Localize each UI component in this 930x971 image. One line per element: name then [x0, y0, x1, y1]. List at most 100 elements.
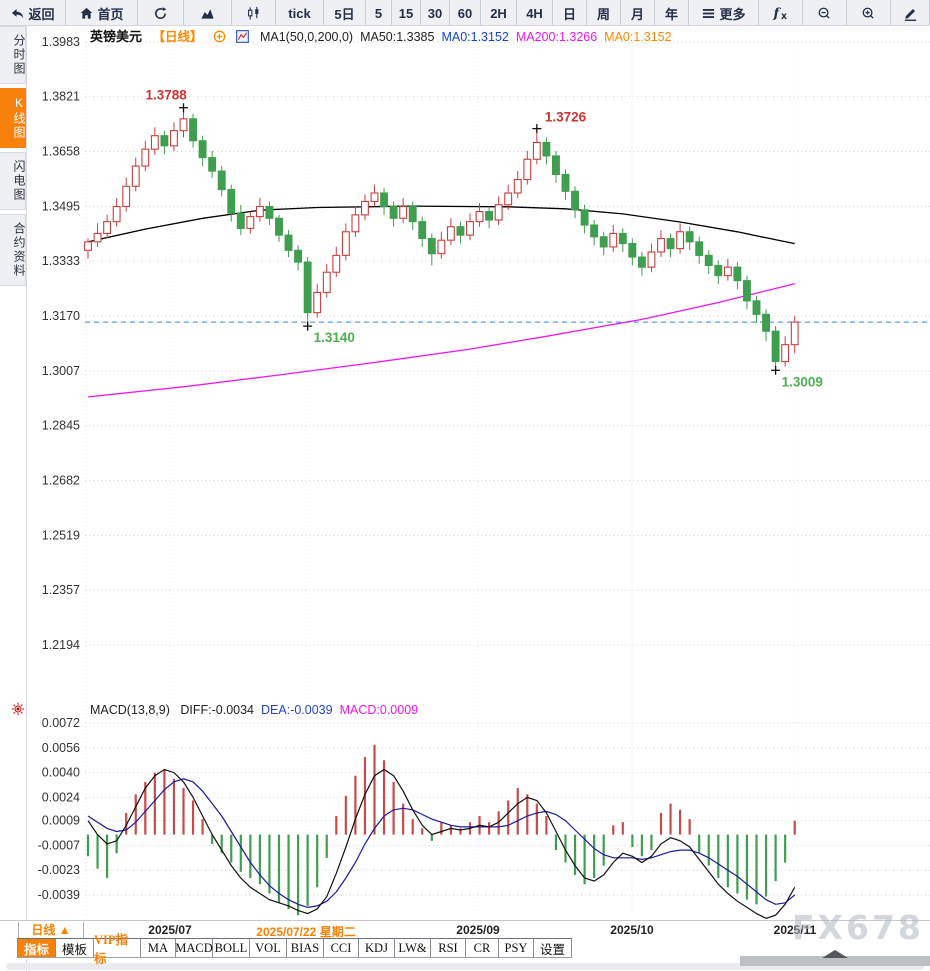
mini-chart-icon[interactable]	[236, 30, 250, 43]
toolbar-zoom-in-button[interactable]	[847, 0, 891, 25]
sidebar-item-3[interactable]: 合约资料	[0, 214, 26, 286]
macd-value-label: DIFF:-0.0034	[180, 703, 255, 717]
indicator-vip指标-button[interactable]: VIP指标	[94, 933, 141, 966]
toolbar-area-chart-button[interactable]	[184, 0, 232, 25]
horizontal-scrollbar-track[interactable]	[6, 963, 924, 970]
toolbar-tick-button[interactable]: tick	[276, 0, 324, 25]
toolbar-candlestick-button[interactable]	[232, 0, 276, 25]
svg-text:f: f	[772, 6, 781, 20]
area-chart-icon	[200, 6, 215, 21]
toolbar-week-button[interactable]: 周	[587, 0, 621, 25]
ma-label: MA0:1.3152	[441, 30, 509, 44]
indicator-settings-sun-icon[interactable]	[9, 700, 27, 718]
svg-text:1.2519: 1.2519	[42, 528, 80, 542]
svg-text:0.0009: 0.0009	[42, 814, 80, 828]
toolbar-min15-button[interactable]: 15	[392, 0, 421, 25]
toolbar-label: 周	[596, 6, 610, 22]
svg-text:-0.0023: -0.0023	[38, 863, 80, 877]
ma-label: MA50:1.3385	[360, 30, 435, 44]
toolbar-back-button[interactable]: 返回	[0, 0, 66, 25]
indicator-设置-button[interactable]: 设置	[534, 939, 572, 957]
toolbar-min30-button[interactable]: 30	[421, 0, 450, 25]
indicator-cr-button[interactable]: CR	[466, 939, 499, 957]
indicator-rsi-button[interactable]: RSI	[431, 939, 466, 957]
toolbar-label: 4H	[526, 5, 543, 21]
indicator-vol-button[interactable]: VOL	[250, 939, 287, 957]
ma-label: MA1(50,0,200,0)	[259, 30, 354, 44]
svg-text:0.0056: 0.0056	[42, 741, 80, 755]
period-tag: 【日线】	[152, 30, 203, 44]
refresh-icon	[153, 6, 168, 21]
svg-text:1.2194: 1.2194	[42, 638, 80, 652]
toolbar-label: tick	[288, 5, 311, 21]
add-overlay-icon[interactable]	[213, 30, 226, 43]
price-chart-header: 英镑美元 【日线】 MA1(50,0,200,0) MA50:1.3385 MA0:…	[90, 26, 686, 45]
toolbar-5d-button[interactable]: 5日	[324, 0, 366, 25]
expand-arrow-icon[interactable]	[822, 950, 848, 958]
svg-text:1.3658: 1.3658	[42, 145, 80, 159]
indicator-boll-button[interactable]: BOLL	[213, 939, 250, 957]
ma-label: MA200:1.3266	[515, 30, 598, 44]
toolbar-draw-button[interactable]	[891, 0, 930, 25]
arrow-back-icon	[10, 6, 25, 21]
toolbar-label: 月	[630, 6, 644, 22]
indicator-模板-button[interactable]: 模板	[56, 939, 94, 957]
toolbar-label: 60	[457, 5, 473, 21]
indicator-psy-button[interactable]: PSY	[499, 939, 534, 957]
home-icon	[79, 6, 94, 21]
toolbar-min60-button[interactable]: 60	[450, 0, 481, 25]
svg-text:1.3140: 1.3140	[314, 330, 355, 345]
menu-icon	[701, 6, 716, 21]
svg-text:1.3333: 1.3333	[42, 254, 80, 268]
macd-value-label: MACD:0.0009	[339, 703, 419, 717]
horizontal-scrollbar-thumb[interactable]	[740, 950, 930, 966]
period-selector[interactable]: 日线 ▲	[18, 922, 84, 938]
indicator-cci-button[interactable]: CCI	[324, 939, 359, 957]
indicator-kdj-button[interactable]: KDJ	[359, 939, 395, 957]
svg-text:1.2845: 1.2845	[42, 419, 80, 433]
toolbar-label: 5	[374, 5, 383, 21]
toolbar-refresh-button[interactable]	[138, 0, 184, 25]
toolbar-label: 15	[398, 5, 414, 21]
toolbar-label: 2H	[490, 5, 507, 21]
toolbar-label: 更多	[719, 6, 746, 22]
date-axis: 日线 ▲ 2025/07 2025/07/22 星期二 2025/09 2025/10…	[0, 920, 930, 939]
svg-text:1.2357: 1.2357	[42, 583, 80, 597]
toolbar-day-button[interactable]: 日	[553, 0, 587, 25]
toolbar-zoom-out-button[interactable]	[803, 0, 847, 25]
date-axis-label: 2025/07/22 星期二	[256, 925, 356, 939]
date-axis-label: 2025/07	[148, 923, 192, 937]
toolbar-min5-button[interactable]: 5	[366, 0, 392, 25]
svg-text:0.0072: 0.0072	[42, 716, 80, 730]
chart-type-sidebar: 分时图 K线图闪电图合约资料	[0, 26, 27, 971]
top-toolbar: 返回 首页 tick 5日 5 15 30 60 2H 4H 日 周 月 年 更多 f x	[0, 0, 930, 26]
svg-text:1.3821: 1.3821	[42, 90, 80, 104]
toolbar-h2-button[interactable]: 2H	[481, 0, 517, 25]
sidebar-item-2[interactable]: 闪电图	[0, 152, 26, 210]
svg-text:1.3983: 1.3983	[42, 35, 80, 49]
indicator-指标-button[interactable]: 指标	[17, 939, 56, 957]
toolbar-home-button[interactable]: 首页	[66, 0, 138, 25]
toolbar-more-button[interactable]: 更多	[689, 0, 759, 25]
toolbar-month-button[interactable]: 月	[621, 0, 655, 25]
symbol-name: 英镑美元	[90, 29, 143, 44]
toolbar-label: 返回	[28, 6, 55, 22]
svg-text:1.3170: 1.3170	[42, 309, 80, 323]
ma-label: MA0:1.3152	[604, 30, 672, 44]
toolbar-year-button[interactable]: 年	[655, 0, 689, 25]
indicator-bias-button[interactable]: BIAS	[287, 939, 324, 957]
toolbar-label: 30	[427, 5, 443, 21]
indicator-ma-button[interactable]: MA	[141, 939, 176, 957]
macd-header: MACD(13,8,9) DIFF:-0.0034 DEA:-0.0039 MACD…	[90, 703, 432, 717]
sidebar-item-1[interactable]: K线图	[0, 88, 26, 148]
sidebar-item-0[interactable]: 分时图	[0, 26, 26, 84]
toolbar-h4-button[interactable]: 4H	[517, 0, 553, 25]
pencil-icon	[903, 6, 918, 21]
indicator-macd-button[interactable]: MACD	[175, 939, 213, 957]
date-axis-label: 2025/09	[456, 923, 500, 937]
svg-text:-0.0007: -0.0007	[38, 838, 80, 852]
indicator-lw-button[interactable]: LW&	[395, 939, 431, 957]
chart-canvas[interactable]: 1.3983 1.3821 1.3658 1.3495 1.3333 1.3170 1.30…	[27, 26, 930, 920]
